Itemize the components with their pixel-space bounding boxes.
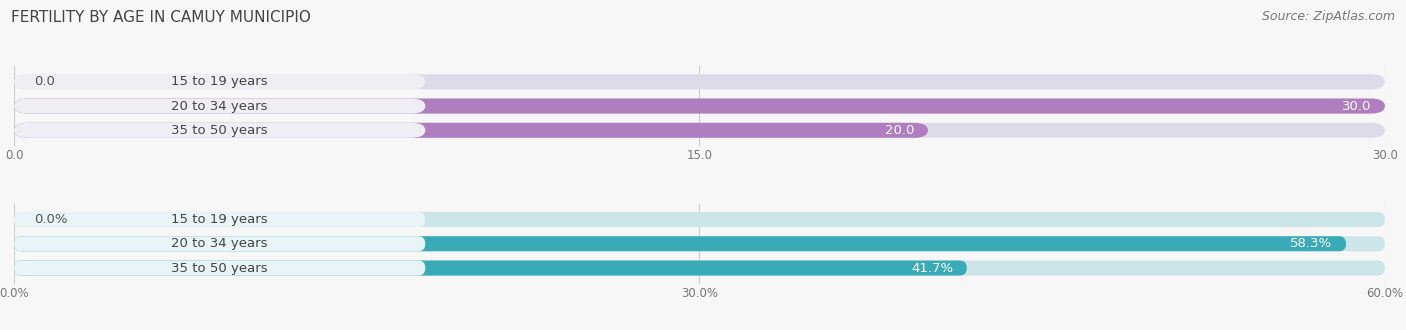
- FancyBboxPatch shape: [14, 236, 426, 251]
- FancyBboxPatch shape: [14, 212, 426, 227]
- FancyBboxPatch shape: [14, 260, 967, 276]
- FancyBboxPatch shape: [14, 260, 1385, 276]
- Text: 15 to 19 years: 15 to 19 years: [172, 75, 269, 88]
- Text: 0.0: 0.0: [35, 75, 55, 88]
- FancyBboxPatch shape: [14, 236, 1385, 251]
- Text: 35 to 50 years: 35 to 50 years: [172, 262, 269, 275]
- Text: 0.0%: 0.0%: [35, 213, 67, 226]
- Text: 20 to 34 years: 20 to 34 years: [172, 237, 269, 250]
- FancyBboxPatch shape: [14, 99, 426, 114]
- Text: 58.3%: 58.3%: [1291, 237, 1333, 250]
- Text: Source: ZipAtlas.com: Source: ZipAtlas.com: [1261, 10, 1395, 23]
- Text: 41.7%: 41.7%: [911, 262, 953, 275]
- FancyBboxPatch shape: [14, 123, 426, 138]
- FancyBboxPatch shape: [14, 74, 1385, 89]
- FancyBboxPatch shape: [14, 99, 1385, 114]
- Text: 30.0: 30.0: [1341, 100, 1371, 113]
- FancyBboxPatch shape: [14, 212, 1385, 227]
- Text: FERTILITY BY AGE IN CAMUY MUNICIPIO: FERTILITY BY AGE IN CAMUY MUNICIPIO: [11, 10, 311, 25]
- Text: 20 to 34 years: 20 to 34 years: [172, 100, 269, 113]
- FancyBboxPatch shape: [14, 99, 1385, 114]
- FancyBboxPatch shape: [14, 123, 928, 138]
- FancyBboxPatch shape: [14, 123, 1385, 138]
- FancyBboxPatch shape: [14, 74, 426, 89]
- Text: 20.0: 20.0: [884, 124, 914, 137]
- Text: 15 to 19 years: 15 to 19 years: [172, 213, 269, 226]
- Text: 35 to 50 years: 35 to 50 years: [172, 124, 269, 137]
- FancyBboxPatch shape: [14, 260, 426, 276]
- FancyBboxPatch shape: [14, 236, 1346, 251]
